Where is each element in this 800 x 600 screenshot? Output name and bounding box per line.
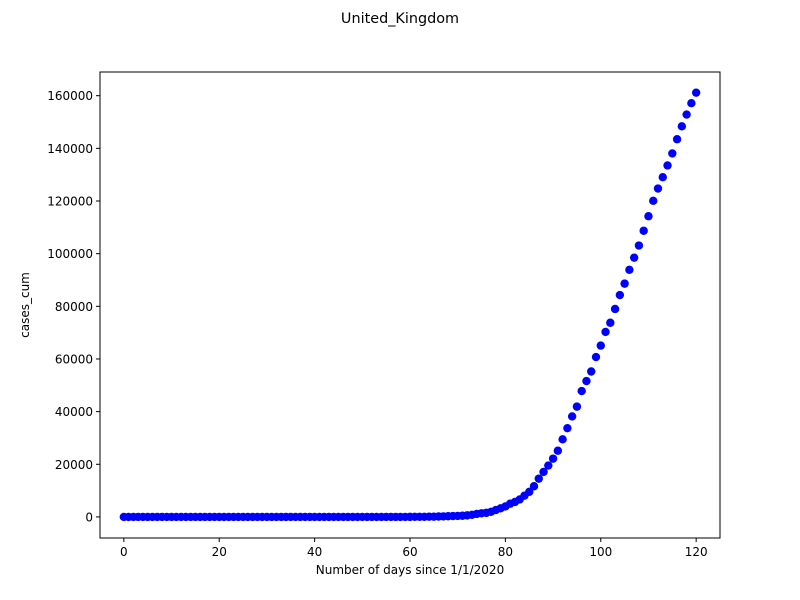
y-tick-label: 160000: [47, 89, 93, 103]
data-point: [544, 461, 553, 470]
y-axis-ticks: 0 20000 40000 60000 80000 100000 120000 140000 1…: [47, 89, 100, 524]
data-point: [658, 172, 667, 182]
data-point: [563, 423, 572, 433]
x-tick-label: 20: [212, 545, 227, 559]
data-point: [587, 367, 596, 376]
x-tick-label: 100: [589, 545, 612, 559]
data-point: [610, 304, 620, 314]
data-point: [677, 122, 687, 131]
data-point: [591, 352, 601, 362]
data-point: [615, 290, 625, 300]
y-tick-label: 120000: [47, 195, 93, 209]
data-point: [639, 226, 648, 235]
data-point: [682, 110, 691, 119]
x-axis-label: Number of days since 1/1/2020: [316, 563, 504, 577]
y-tick-label: 100000: [47, 247, 93, 261]
data-point: [534, 474, 543, 483]
data-point: [539, 467, 548, 477]
y-tick-label: 140000: [47, 142, 93, 156]
x-tick-label: 80: [498, 545, 513, 559]
data-point: [653, 184, 663, 193]
data-point: [644, 212, 653, 221]
data-point: [691, 88, 701, 97]
y-axis-label: cases_cum: [18, 272, 32, 338]
data-point: [558, 435, 567, 444]
chart-title: United_Kingdom: [341, 11, 459, 27]
data-point: [548, 454, 558, 463]
data-point: [663, 161, 672, 170]
y-tick-label: 80000: [55, 300, 93, 314]
data-point: [672, 135, 682, 144]
data-point: [629, 253, 639, 262]
data-point: [553, 446, 563, 455]
plot-area: [119, 88, 701, 522]
data-point: [625, 265, 634, 274]
x-tick-label: 0: [120, 545, 128, 559]
data-point: [668, 149, 677, 158]
data-point: [525, 487, 534, 497]
data-point: [529, 482, 539, 491]
data-point: [634, 241, 644, 250]
x-axis-ticks: 0 20 40 60 80 100 120: [120, 538, 708, 559]
plot-frame: [99, 71, 721, 539]
data-point: [567, 412, 577, 421]
data-point: [582, 376, 591, 386]
data-point: [601, 327, 610, 337]
y-tick-label: 40000: [55, 405, 93, 419]
data-point: [596, 341, 605, 350]
data-point: [572, 402, 582, 411]
data-point: [620, 279, 629, 288]
y-tick-label: 0: [85, 510, 93, 524]
x-tick-label: 60: [402, 545, 417, 559]
data-point: [649, 196, 658, 206]
data-point: [606, 318, 615, 327]
data-point: [687, 99, 696, 108]
x-tick-label: 40: [307, 545, 322, 559]
y-tick-label: 20000: [55, 458, 93, 472]
y-tick-label: 60000: [55, 352, 93, 366]
x-tick-label: 120: [685, 545, 708, 559]
data-point: [577, 386, 586, 396]
